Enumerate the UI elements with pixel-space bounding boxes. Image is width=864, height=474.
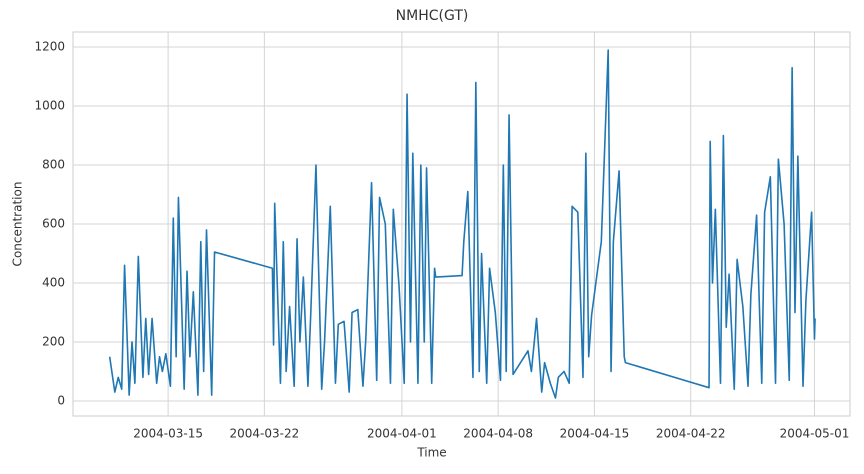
y-tick-label: 800 — [42, 158, 65, 172]
chart-title: NMHC(GT) — [396, 8, 469, 24]
x-tick-label: 2004-04-08 — [463, 427, 533, 441]
x-tick-label: 2004-04-01 — [367, 427, 437, 441]
y-tick-label: 0 — [57, 393, 65, 407]
y-tick-label: 400 — [42, 275, 65, 289]
x-tick-label: 2004-04-22 — [656, 427, 726, 441]
y-tick-label: 600 — [42, 217, 65, 231]
x-tick-label: 2004-05-01 — [780, 427, 850, 441]
y-tick-label: 200 — [42, 334, 65, 348]
y-axis-label: Concentration — [11, 182, 25, 267]
x-tick-label: 2004-03-22 — [230, 427, 300, 441]
y-tick-label: 1200 — [34, 40, 65, 54]
x-axis-label: Time — [416, 446, 446, 460]
x-tick-label: 2004-03-15 — [133, 427, 203, 441]
y-tick-label: 1000 — [34, 99, 65, 113]
data-line — [108, 49, 816, 399]
x-tick-label: 2004-04-15 — [560, 427, 630, 441]
